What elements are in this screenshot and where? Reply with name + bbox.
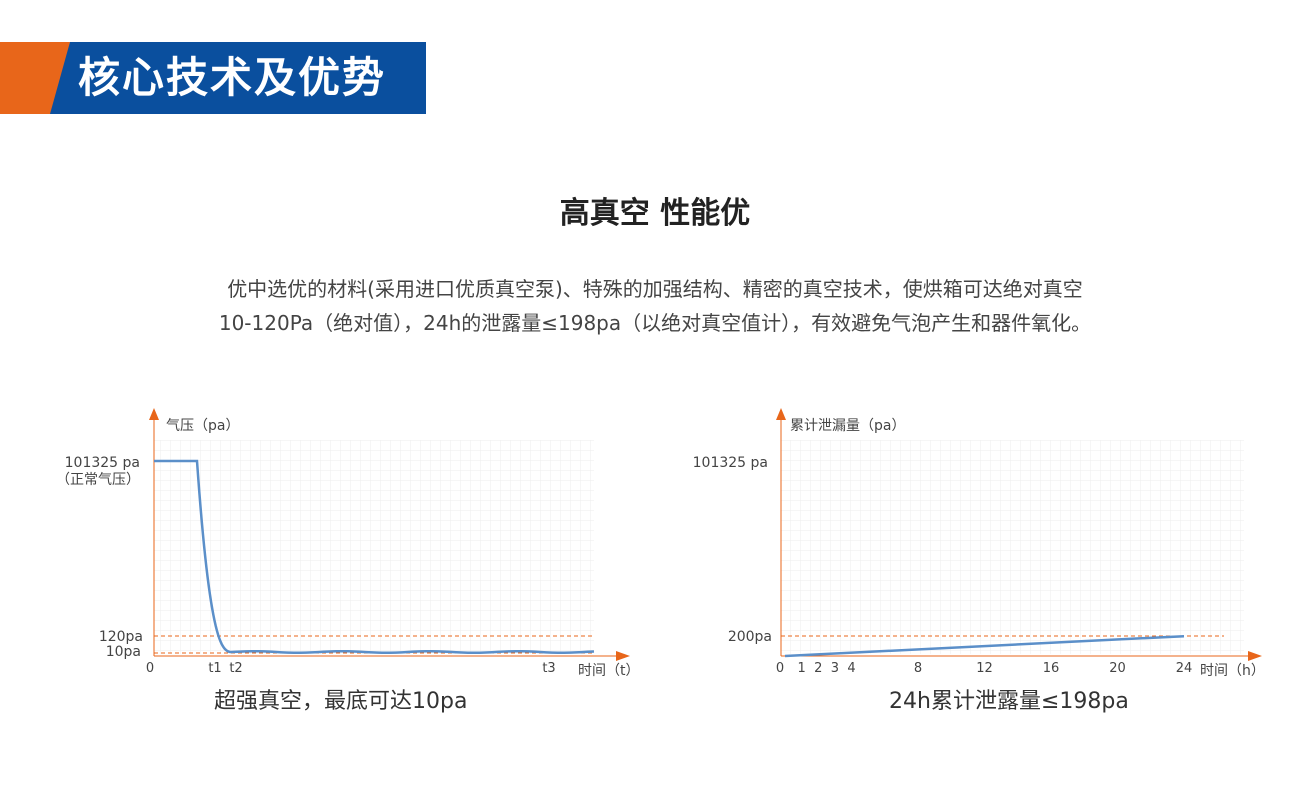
x-tick-label: 0 bbox=[146, 661, 154, 676]
section-banner: 核心技术及优势 bbox=[0, 42, 430, 114]
x-tick-label: 2 bbox=[814, 661, 822, 676]
banner-title: 核心技术及优势 bbox=[78, 53, 387, 102]
x-axis-title: 时间（h） bbox=[1200, 663, 1265, 679]
x-tick-label: t1 bbox=[208, 661, 221, 676]
x-tick-label: 24 bbox=[1176, 661, 1193, 676]
feature-heading: 高真空 性能优 bbox=[559, 196, 751, 231]
plot-grid bbox=[154, 440, 594, 654]
x-tick-label: t3 bbox=[542, 661, 555, 676]
y-axis-arrow bbox=[776, 408, 786, 420]
y-tick-label: 101325 pa bbox=[693, 455, 768, 471]
description-line-2: 10-120Pa（绝对值），24h的泄露量≤198pa（以绝对真空值计），有效避… bbox=[218, 311, 1092, 335]
x-axis-title: 时间（t） bbox=[578, 663, 640, 679]
x-axis-arrow bbox=[1248, 651, 1262, 661]
y-tick-label: 101325 pa bbox=[65, 455, 140, 471]
chart-caption-right: 24h累计泄露量≤198pa bbox=[889, 689, 1129, 714]
description-line-1: 优中选优的材料(采用进口优质真空泵)、特殊的加强结构、精密的真空技术，使烘箱可达… bbox=[227, 277, 1083, 301]
y-axis-title: 气压（pa） bbox=[166, 418, 239, 434]
x-tick-label: 8 bbox=[914, 661, 922, 676]
x-tick-label: t2 bbox=[229, 661, 242, 676]
series-pressure-line bbox=[154, 459, 595, 655]
y-tick-label: （正常气压） bbox=[56, 472, 140, 488]
y-axis-arrow bbox=[149, 408, 159, 420]
y-axis-title: 累计泄漏量（pa） bbox=[790, 418, 905, 434]
x-tick-label: 16 bbox=[1043, 661, 1060, 676]
y-tick-label: 10pa bbox=[106, 644, 141, 660]
x-tick-label: 1 bbox=[797, 661, 805, 676]
x-tick-label: 0 bbox=[776, 661, 784, 676]
series-leakage-line bbox=[784, 634, 1185, 658]
y-tick-label: 120pa bbox=[99, 629, 143, 645]
chart-caption-left: 超强真空，最底可达10pa bbox=[214, 689, 468, 714]
x-tick-label: 20 bbox=[1109, 661, 1126, 676]
x-axis-arrow bbox=[616, 651, 630, 661]
x-tick-label: 3 bbox=[831, 661, 839, 676]
plot-grid bbox=[781, 440, 1244, 654]
x-tick-label: 12 bbox=[976, 661, 993, 676]
y-tick-label: 200pa bbox=[728, 629, 772, 645]
banner-blue-block bbox=[50, 42, 426, 114]
pressure-chart: 气压（pa） 101325 pa （正常气压） 120pa 10pa 0 t1 … bbox=[56, 408, 640, 679]
leakage-chart: 累计泄漏量（pa） 101325 pa 200pa 时间（h） 0 1 2 3 4 8 12… bbox=[693, 408, 1265, 679]
x-tick-label: 4 bbox=[847, 661, 855, 676]
